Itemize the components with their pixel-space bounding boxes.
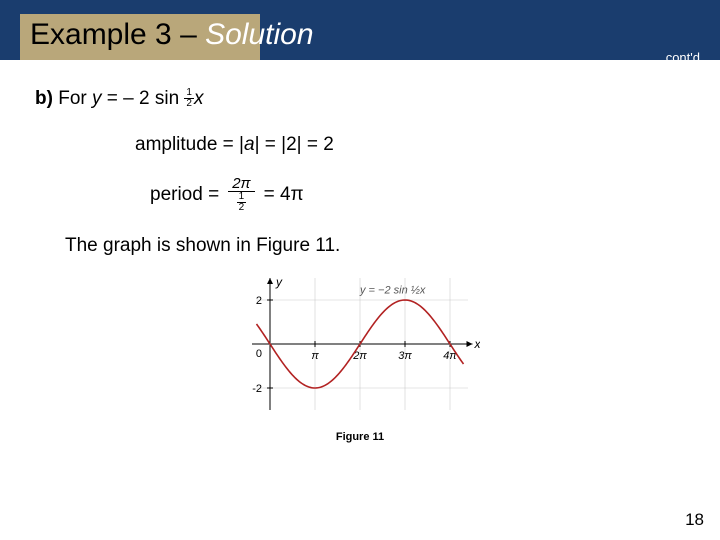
period-fraction: 2π 12: [228, 176, 254, 213]
svg-text:2: 2: [256, 295, 262, 307]
period-line: period = 2π 12 = 4π: [150, 176, 685, 213]
title-prefix: Example 3 –: [30, 18, 205, 51]
svg-text:-2: -2: [252, 383, 262, 395]
page-number: 18: [685, 510, 704, 530]
svg-text:y: y: [275, 275, 283, 289]
title-solution: Solution: [205, 18, 313, 51]
svg-text:0: 0: [256, 348, 262, 360]
svg-text:x: x: [474, 337, 481, 351]
one-half: 12: [184, 88, 194, 109]
svg-text:π: π: [311, 350, 319, 362]
figure-11: 2-2π2π3π4π0xyy = −2 sin ½x Figure 11: [220, 269, 500, 443]
svg-text:3π: 3π: [398, 350, 412, 362]
sine-curve-graph: 2-2π2π3π4π0xyy = −2 sin ½x: [220, 269, 480, 419]
svg-text:y = −2 sin ½x: y = −2 sin ½x: [359, 284, 426, 296]
problem-statement: b) For y = – 2 sin 12x: [35, 88, 685, 110]
part-label: b): [35, 88, 53, 109]
graph-sentence: The graph is shown in Figure 11.: [65, 235, 685, 257]
figure-caption: Figure 11: [220, 431, 500, 443]
header-title: Example 3 – Solution: [30, 18, 314, 52]
amplitude-line: amplitude = |a| = |2| = 2: [135, 134, 685, 156]
contd-label: cont'd: [666, 50, 700, 65]
slide-content: b) For y = – 2 sin 12x amplitude = |a| =…: [0, 60, 720, 443]
slide-header: Example 3 – Solution cont'd: [0, 0, 720, 60]
